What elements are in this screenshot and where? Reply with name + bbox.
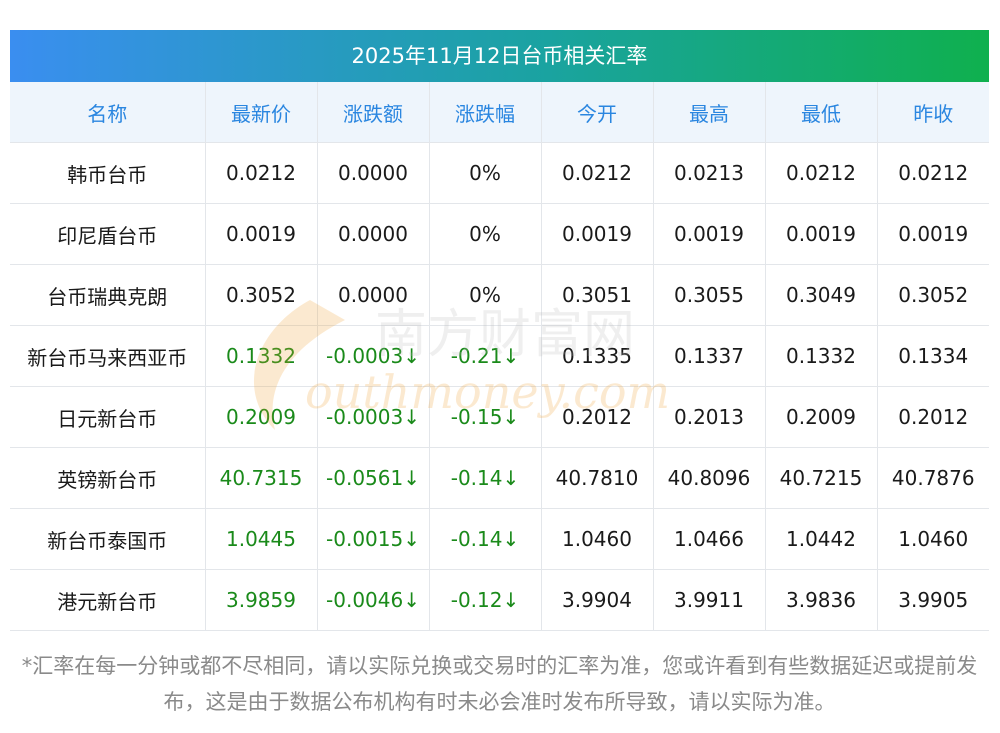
cell-name: 日元新台币: [10, 386, 206, 448]
cell-pct: -0.12↓: [429, 569, 542, 631]
cell-name: 英镑新台币: [10, 447, 206, 509]
cell-low: 1.0442: [765, 508, 878, 570]
column-header-latest: 最新价: [205, 82, 318, 143]
cell-low: 3.9836: [765, 569, 878, 631]
cell-latest: 0.0212: [205, 142, 318, 204]
cell-latest: 1.0445: [205, 508, 318, 570]
cell-pct: -0.21↓: [429, 325, 542, 387]
cell-change: -0.0561↓: [317, 447, 430, 509]
cell-prev: 0.2012: [877, 386, 989, 448]
cell-pct: -0.14↓: [429, 447, 542, 509]
column-header-change: 涨跌额: [317, 82, 430, 143]
cell-high: 0.2013: [653, 386, 766, 448]
cell-prev: 3.9905: [877, 569, 989, 631]
cell-low: 0.3049: [765, 264, 878, 326]
cell-latest: 3.9859: [205, 569, 318, 631]
cell-prev: 0.0019: [877, 203, 989, 265]
table-header-row: 名称 最新价 涨跌额 涨跌幅 今开 最高 最低 昨收: [10, 82, 989, 143]
cell-low: 0.1332: [765, 325, 878, 387]
cell-low: 0.2009: [765, 386, 878, 448]
rate-panel: 2025年11月12日台币相关汇率 名称 最新价 涨跌额 涨跌幅 今开 最高 最…: [10, 30, 989, 631]
cell-name: 新台币泰国币: [10, 508, 206, 570]
cell-latest: 0.1332: [205, 325, 318, 387]
cell-change: 0.0000: [317, 203, 430, 265]
page-title: 2025年11月12日台币相关汇率: [10, 30, 989, 82]
cell-open: 0.0019: [541, 203, 654, 265]
cell-high: 0.1337: [653, 325, 766, 387]
cell-open: 0.0212: [541, 142, 654, 204]
column-header-name: 名称: [10, 82, 206, 143]
cell-prev: 1.0460: [877, 508, 989, 570]
cell-prev: 40.7876: [877, 447, 989, 509]
cell-high: 1.0466: [653, 508, 766, 570]
cell-open: 0.1335: [541, 325, 654, 387]
table-row: 新台币马来西亚币 0.1332 -0.0003↓ -0.21↓ 0.1335 0.1337…: [10, 325, 989, 387]
cell-prev: 0.0212: [877, 142, 989, 204]
cell-open: 1.0460: [541, 508, 654, 570]
cell-latest: 40.7315: [205, 447, 318, 509]
cell-latest: 0.2009: [205, 386, 318, 448]
cell-name: 台币瑞典克朗: [10, 264, 206, 326]
cell-pct: 0%: [429, 203, 542, 265]
cell-open: 0.2012: [541, 386, 654, 448]
cell-prev: 0.1334: [877, 325, 989, 387]
cell-change: -0.0015↓: [317, 508, 430, 570]
cell-name: 韩币台币: [10, 142, 206, 204]
cell-name: 印尼盾台币: [10, 203, 206, 265]
cell-prev: 0.3052: [877, 264, 989, 326]
cell-pct: 0%: [429, 142, 542, 204]
column-header-high: 最高: [653, 82, 766, 143]
table-row: 印尼盾台币 0.0019 0.0000 0% 0.0019 0.0019 0.0019 0.0…: [10, 203, 989, 265]
column-header-prev: 昨收: [877, 82, 989, 143]
cell-latest: 0.0019: [205, 203, 318, 265]
cell-high: 40.8096: [653, 447, 766, 509]
rate-table: 名称 最新价 涨跌额 涨跌幅 今开 最高 最低 昨收 韩币台币 0.0212 0.0…: [10, 82, 989, 631]
cell-low: 0.0019: [765, 203, 878, 265]
cell-high: 0.3055: [653, 264, 766, 326]
cell-name: 港元新台币: [10, 569, 206, 631]
table-row: 港元新台币 3.9859 -0.0046↓ -0.12↓ 3.9904 3.9911 3.9…: [10, 569, 989, 631]
column-header-open: 今开: [541, 82, 654, 143]
cell-low: 40.7215: [765, 447, 878, 509]
cell-open: 0.3051: [541, 264, 654, 326]
cell-low: 0.0212: [765, 142, 878, 204]
table-row: 英镑新台币 40.7315 -0.0561↓ -0.14↓ 40.7810 40.8096…: [10, 447, 989, 509]
cell-change: -0.0003↓: [317, 325, 430, 387]
cell-high: 0.0213: [653, 142, 766, 204]
cell-pct: -0.15↓: [429, 386, 542, 448]
footnote: *汇率在每一分钟或都不尽相同，请以实际兑换或交易时的汇率为准，您或许看到有些数据…: [21, 654, 978, 714]
table-row: 台币瑞典克朗 0.3052 0.0000 0% 0.3051 0.3055 0.3049 0.…: [10, 264, 989, 326]
cell-change: 0.0000: [317, 142, 430, 204]
cell-open: 40.7810: [541, 447, 654, 509]
cell-high: 0.0019: [653, 203, 766, 265]
cell-pct: -0.14↓: [429, 508, 542, 570]
cell-high: 3.9911: [653, 569, 766, 631]
cell-open: 3.9904: [541, 569, 654, 631]
column-header-low: 最低: [765, 82, 878, 143]
cell-pct: 0%: [429, 264, 542, 326]
cell-change: -0.0003↓: [317, 386, 430, 448]
cell-change: -0.0046↓: [317, 569, 430, 631]
table-row: 新台币泰国币 1.0445 -0.0015↓ -0.14↓ 1.0460 1.0466 1.…: [10, 508, 989, 570]
column-header-pct: 涨跌幅: [429, 82, 542, 143]
table-row: 日元新台币 0.2009 -0.0003↓ -0.15↓ 0.2012 0.2013 0.2…: [10, 386, 989, 448]
cell-change: 0.0000: [317, 264, 430, 326]
cell-latest: 0.3052: [205, 264, 318, 326]
cell-name: 新台币马来西亚币: [10, 325, 206, 387]
table-row: 韩币台币 0.0212 0.0000 0% 0.0212 0.0213 0.0212 0.02…: [10, 142, 989, 204]
